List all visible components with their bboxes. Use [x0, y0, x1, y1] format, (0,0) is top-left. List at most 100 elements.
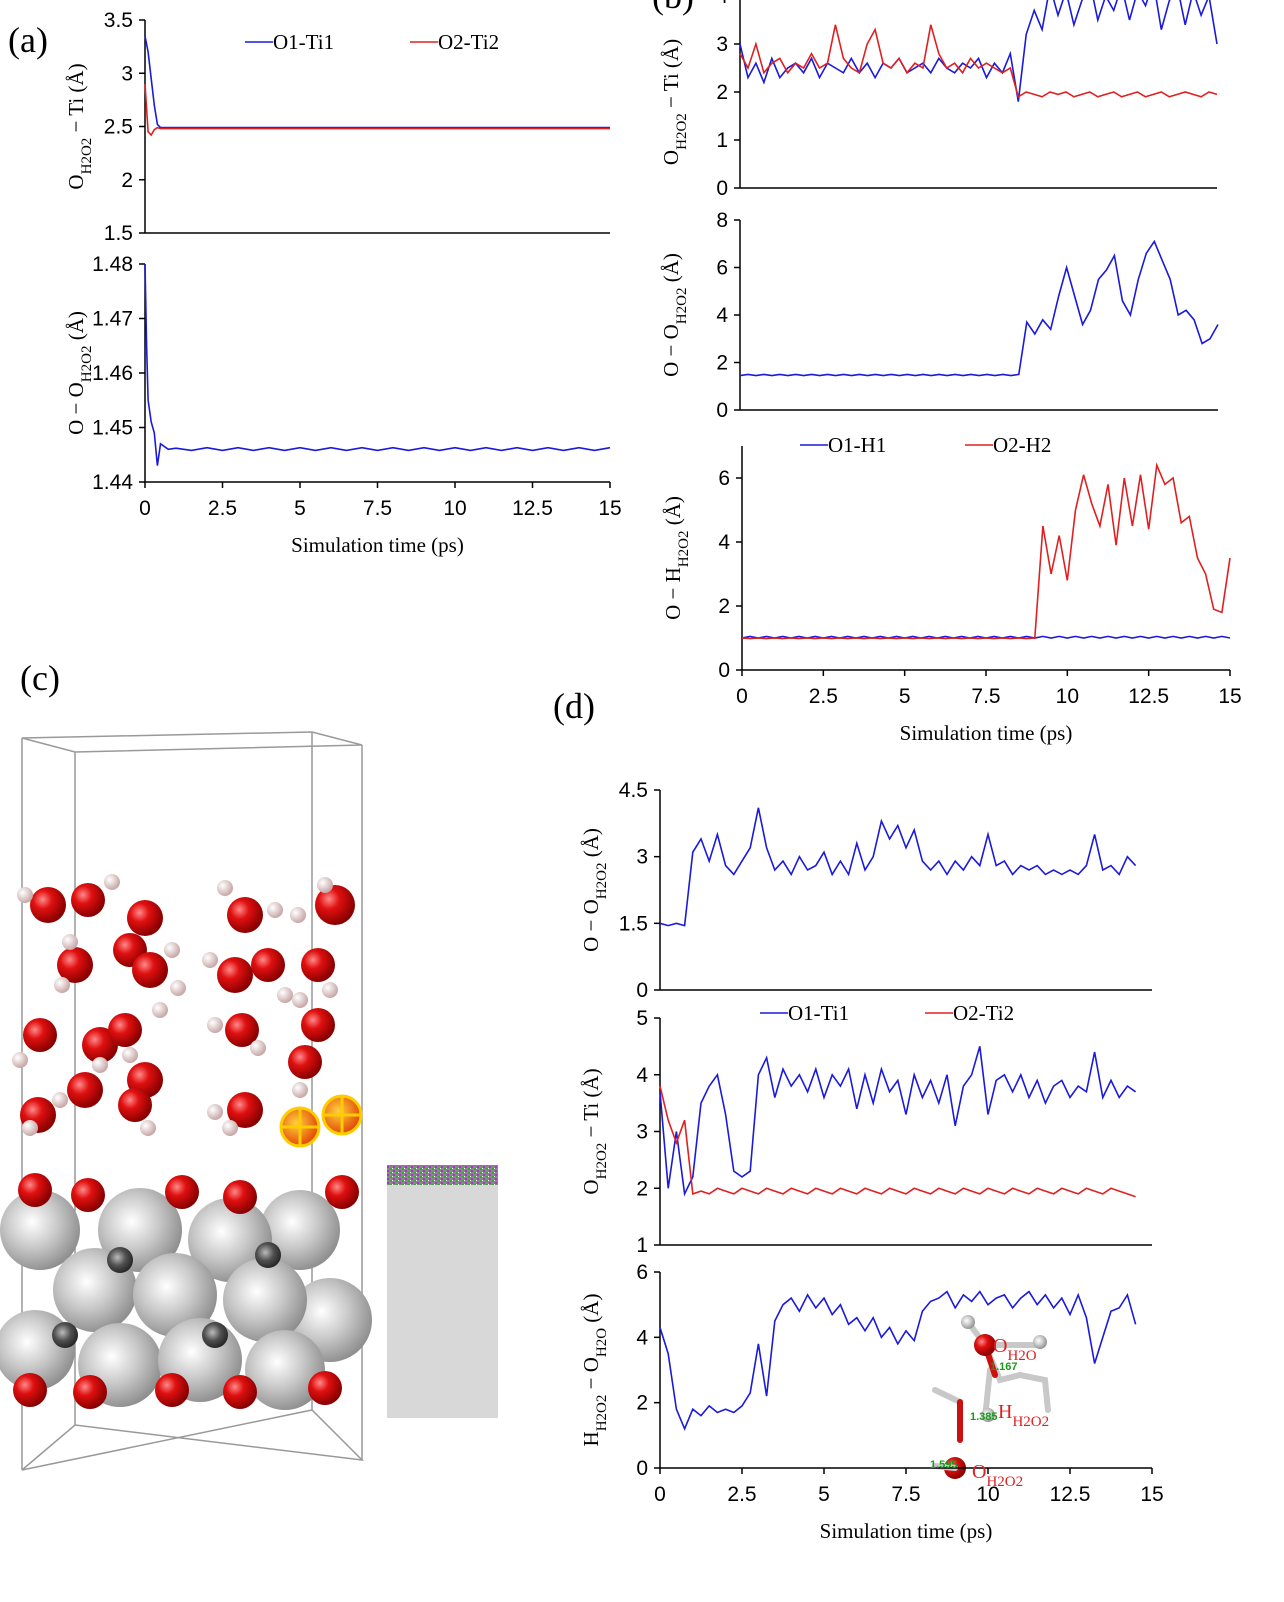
x-axis-label: Simulation time (ps) — [291, 533, 464, 557]
x-tick-label: 7.5 — [363, 497, 392, 520]
label-part: H2O — [594, 1328, 610, 1357]
label-part: H2O2 — [79, 138, 95, 175]
x-tick-label: 5 — [294, 497, 306, 520]
legend-label: O1-Ti1 — [273, 30, 334, 54]
label-part: (Å) — [64, 311, 88, 345]
y-tick-label: 2.5 — [104, 116, 133, 139]
label-part: H2O2 — [594, 1143, 610, 1180]
x-tick-label: 12.5 — [512, 497, 553, 520]
series-line — [739, 0, 1218, 102]
panel-label: (a) — [8, 20, 48, 60]
x-tick-label: 10 — [1056, 685, 1079, 708]
y-axis-label: O − OH2O2 (Å) — [579, 828, 610, 952]
series-line — [659, 1290, 1137, 1431]
label-part: H2O2 — [594, 1395, 610, 1432]
x-tick-label: 5 — [899, 685, 911, 708]
x-tick-label: 10 — [443, 497, 466, 520]
y-tick-label: 6 — [716, 257, 728, 280]
x-tick-label: 2.5 — [208, 497, 237, 520]
y-tick-label: 1.47 — [92, 308, 133, 331]
structure-image — [0, 731, 498, 1471]
label-part: O − O — [64, 382, 88, 435]
y-tick-label: 0 — [716, 177, 728, 200]
label-part: H — [579, 1431, 603, 1446]
annotation: OH2O2 — [972, 1461, 1023, 1490]
series-line — [659, 1085, 1136, 1198]
y-tick-label: 4.5 — [619, 779, 648, 802]
label-part: 1.385 — [970, 1411, 998, 1423]
x-tick-label: 2.5 — [809, 685, 838, 708]
y-tick-label: 6 — [636, 1261, 648, 1284]
legend-label: O2-Ti2 — [438, 30, 499, 54]
label-part: H2O2 — [79, 346, 95, 383]
y-tick-label: 1.46 — [92, 362, 133, 385]
series-line — [741, 462, 1231, 640]
x-tick-label: 12.5 — [1128, 685, 1169, 708]
annotation: HH2O2 — [998, 1401, 1049, 1430]
y-tick-label: 3 — [716, 33, 728, 56]
y-tick-label: 2 — [121, 169, 133, 192]
x-tick-label: 5 — [818, 1483, 830, 1506]
y-tick-label: 2 — [636, 1392, 648, 1415]
label-part: O − O — [659, 324, 683, 377]
label-part: (Å) — [579, 1294, 603, 1328]
series-line — [659, 807, 1137, 927]
panel-label: (b) — [652, 0, 694, 16]
label-part: − Ti (Å) — [659, 39, 683, 113]
y-tick-label: 4 — [716, 304, 728, 327]
y-axis-label: OH2O2 − Ti (Å) — [659, 39, 690, 165]
label-part: − Ti (Å) — [579, 1068, 603, 1142]
x-axis-label: Simulation time (ps) — [900, 721, 1073, 745]
annotation: 1.595 — [930, 1459, 958, 1471]
label-part: − Ti (Å) — [64, 63, 88, 137]
y-tick-label: 4 — [636, 1326, 648, 1349]
y-tick-label: 2 — [716, 352, 728, 375]
x-tick-label: 7.5 — [891, 1483, 920, 1506]
x-tick-label: 10 — [976, 1483, 999, 1506]
label-part: H2O2 — [674, 113, 690, 150]
y-tick-label: 8 — [716, 209, 728, 232]
series-line — [739, 239, 1219, 377]
x-tick-label: 15 — [1218, 685, 1241, 708]
annotation: 1.167 — [990, 1361, 1018, 1373]
y-tick-label: 1 — [636, 1234, 648, 1257]
series-line — [739, 24, 1218, 99]
label-part: (Å) — [579, 828, 603, 862]
x-tick-label: 15 — [1140, 1483, 1163, 1506]
y-tick-label: 2 — [716, 81, 728, 104]
y-tick-label: 0 — [718, 659, 730, 682]
x-tick-label: 15 — [598, 497, 621, 520]
y-tick-label: 3 — [121, 62, 133, 85]
y-tick-label: 0 — [716, 399, 728, 422]
panel-label: (d) — [553, 686, 595, 726]
y-tick-label: 1.44 — [92, 471, 133, 494]
series-line — [144, 83, 610, 137]
label-part: O − H — [661, 567, 685, 620]
y-tick-label: 6 — [718, 467, 730, 490]
y-axis-label: HH2O2 − OH2O (Å) — [579, 1294, 610, 1447]
x-tick-label: 0 — [139, 497, 151, 520]
annotation: OH2O — [993, 1335, 1037, 1364]
y-tick-label: 5 — [636, 1007, 648, 1030]
label-part: O − O — [579, 899, 603, 952]
legend-label: O2-H2 — [993, 433, 1051, 457]
series-line — [144, 263, 611, 466]
x-axis-label: Simulation time (ps) — [820, 1519, 993, 1543]
y-tick-label: 1.48 — [92, 253, 133, 276]
y-axis-label: O − HH2O2 (Å) — [661, 496, 692, 620]
label-part: 1.595 — [930, 1459, 958, 1471]
label-part: H2O2 — [676, 531, 692, 568]
series-line — [144, 35, 610, 129]
annotation: 1.385 — [970, 1411, 998, 1423]
y-tick-label: 4 — [718, 531, 730, 554]
label-part: − O — [579, 1357, 603, 1395]
y-tick-label: 3 — [636, 846, 648, 869]
label-part: H2O2 — [986, 1474, 1023, 1490]
label-part: H2O — [1007, 1348, 1036, 1364]
y-axis-label: O − OH2O2 (Å) — [659, 253, 690, 377]
label-part: 1.167 — [990, 1361, 1018, 1373]
x-tick-label: 2.5 — [727, 1483, 756, 1506]
x-tick-label: 0 — [736, 685, 748, 708]
